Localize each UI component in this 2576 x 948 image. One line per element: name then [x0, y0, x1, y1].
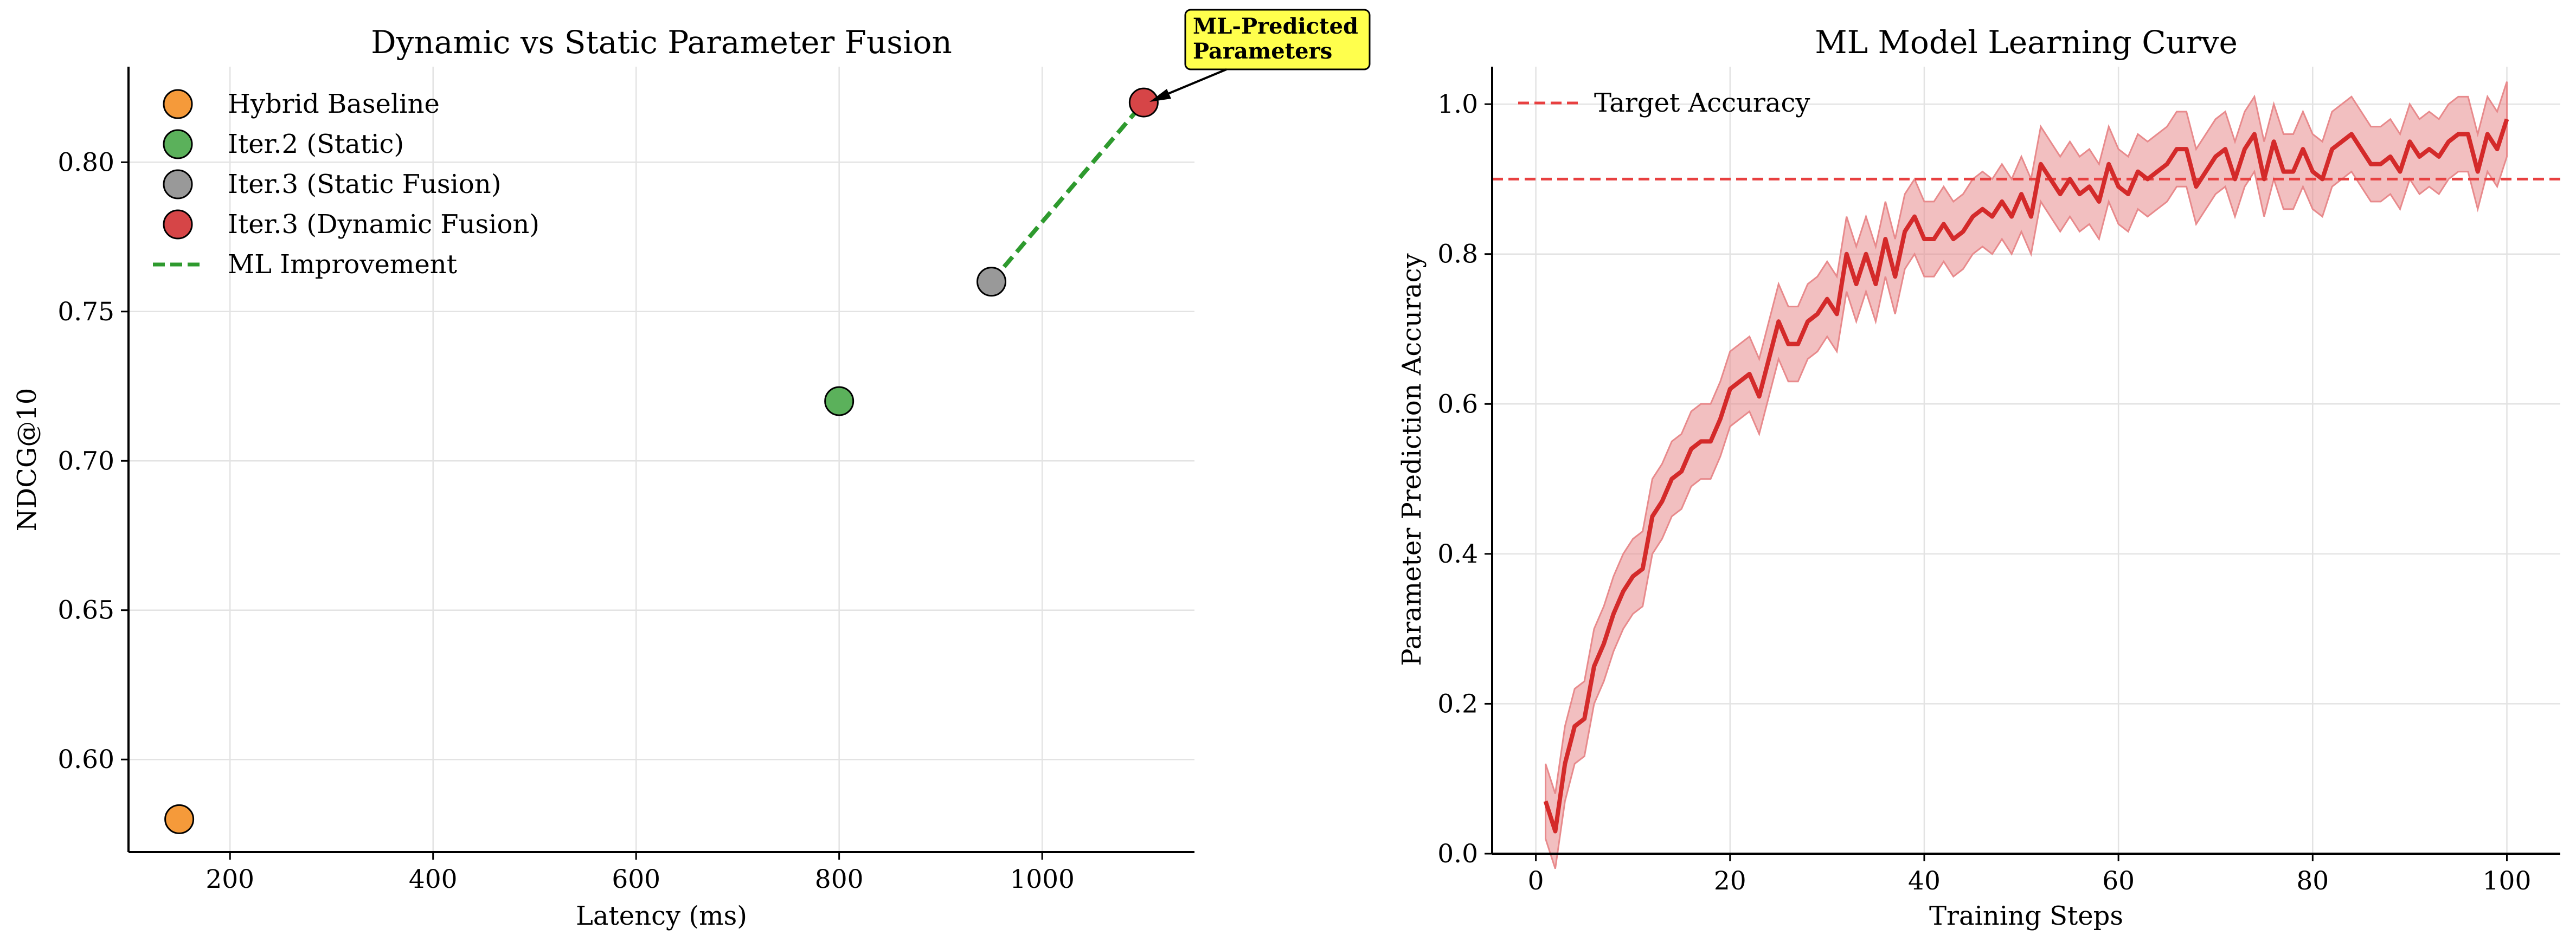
scatter-point [164, 804, 195, 834]
scatter-point [1128, 87, 1159, 118]
legend-label-ml-improvement: ML Improvement [228, 249, 457, 280]
y-tick-label: 1.0 [1437, 89, 1478, 119]
legend-item-hybrid-baseline: Hybrid Baseline [163, 89, 440, 119]
y-tick-label: 0.6 [1437, 389, 1478, 419]
y-tick-label: 0.8 [1437, 240, 1478, 269]
scatter-point [977, 267, 1007, 297]
legend-label-iter2-static: Iter.2 (Static) [228, 129, 404, 159]
confidence-band [1545, 81, 2508, 869]
x-tick-label: 800 [815, 865, 864, 894]
x-tick-label: 400 [409, 865, 458, 894]
y-tick-label: 0.80 [57, 147, 114, 177]
legend-label-target-accuracy: Target Accuracy [1594, 88, 1810, 118]
scatter-title: Dynamic vs Static Parameter Fusion [371, 24, 952, 61]
x-tick-label: 60 [2102, 866, 2135, 896]
y-tick-label: 0.0 [1437, 839, 1478, 869]
scatter-legend: Hybrid Baseline Iter.2 (Static) Iter.3 (… [153, 89, 539, 280]
y-tick-label: 0.60 [57, 745, 114, 775]
legend-label-hybrid-baseline: Hybrid Baseline [228, 89, 440, 119]
learning-xlabel: Training Steps [1929, 901, 2123, 931]
y-tick-label: 0.70 [57, 446, 114, 476]
legend-marker-iter3-static-fusion [163, 169, 193, 199]
learning-curve-chart: 0 20 40 60 80 100 0.0 0.2 0.4 0.6 0.8 1.0 ML Model … [1397, 24, 2560, 931]
y-tick-label: 0.2 [1437, 689, 1478, 719]
legend-label-iter3-static-fusion: Iter.3 (Static Fusion) [228, 169, 501, 199]
legend-item-iter3-dynamic-fusion: Iter.3 (Dynamic Fusion) [163, 209, 539, 240]
ml-improvement-line [990, 101, 1146, 283]
x-tick-label: 20 [1714, 866, 1746, 896]
learning-ticks: 0 20 40 60 80 100 0.0 0.2 0.4 0.6 0.8 1.0 [1437, 89, 2531, 896]
scatter-chart: 200 400 600 800 1000 0.60 0.65 0.70 0.75 0.80 Dyn… [12, 9, 1371, 931]
x-tick-label: 80 [2296, 866, 2329, 896]
x-tick-label: 200 [205, 865, 254, 894]
x-tick-label: 100 [2483, 866, 2532, 896]
annotation-line-2: Parameters [1193, 38, 1332, 64]
scatter-series [164, 87, 1159, 834]
legend-item-iter3-static-fusion: Iter.3 (Static Fusion) [163, 169, 501, 199]
annotation-arrowhead [1149, 89, 1171, 102]
scatter-point [824, 386, 855, 416]
x-tick-label: 40 [1908, 866, 1941, 896]
annotation-line-1: ML-Predicted [1193, 14, 1358, 39]
learning-ylabel: Parameter Prediction Accuracy [1397, 253, 1427, 666]
legend-label-iter3-dynamic-fusion: Iter.3 (Dynamic Fusion) [228, 209, 539, 240]
y-tick-label: 0.4 [1437, 539, 1478, 569]
y-tick-label: 0.75 [57, 297, 114, 327]
x-tick-label: 1000 [1010, 865, 1075, 894]
learning-title: ML Model Learning Curve [1815, 24, 2238, 61]
y-tick-label: 0.65 [57, 596, 114, 625]
scatter-xlabel: Latency (ms) [576, 901, 747, 931]
learning-series [1492, 81, 2560, 869]
learning-legend: Target Accuracy [1518, 88, 1810, 118]
legend-marker-hybrid-baseline [163, 89, 193, 119]
scatter-gridlines [129, 67, 1194, 852]
legend-marker-iter2-static [163, 129, 193, 159]
accuracy-line [1543, 118, 2509, 834]
scatter-ticks: 200 400 600 800 1000 0.60 0.65 0.70 0.75 0.80 [57, 147, 1075, 894]
x-tick-label: 0 [1528, 866, 1544, 896]
legend-item-iter2-static: Iter.2 (Static) [163, 129, 404, 159]
legend-marker-iter3-dynamic-fusion [163, 209, 193, 240]
scatter-ylabel: NDCG@10 [12, 388, 42, 532]
annotation-box [1184, 9, 1371, 70]
legend-item-ml-improvement: ML Improvement [153, 249, 457, 280]
ml-predicted-annotation: ML-Predicted Parameters [1149, 9, 1371, 102]
x-tick-label: 600 [612, 865, 660, 894]
